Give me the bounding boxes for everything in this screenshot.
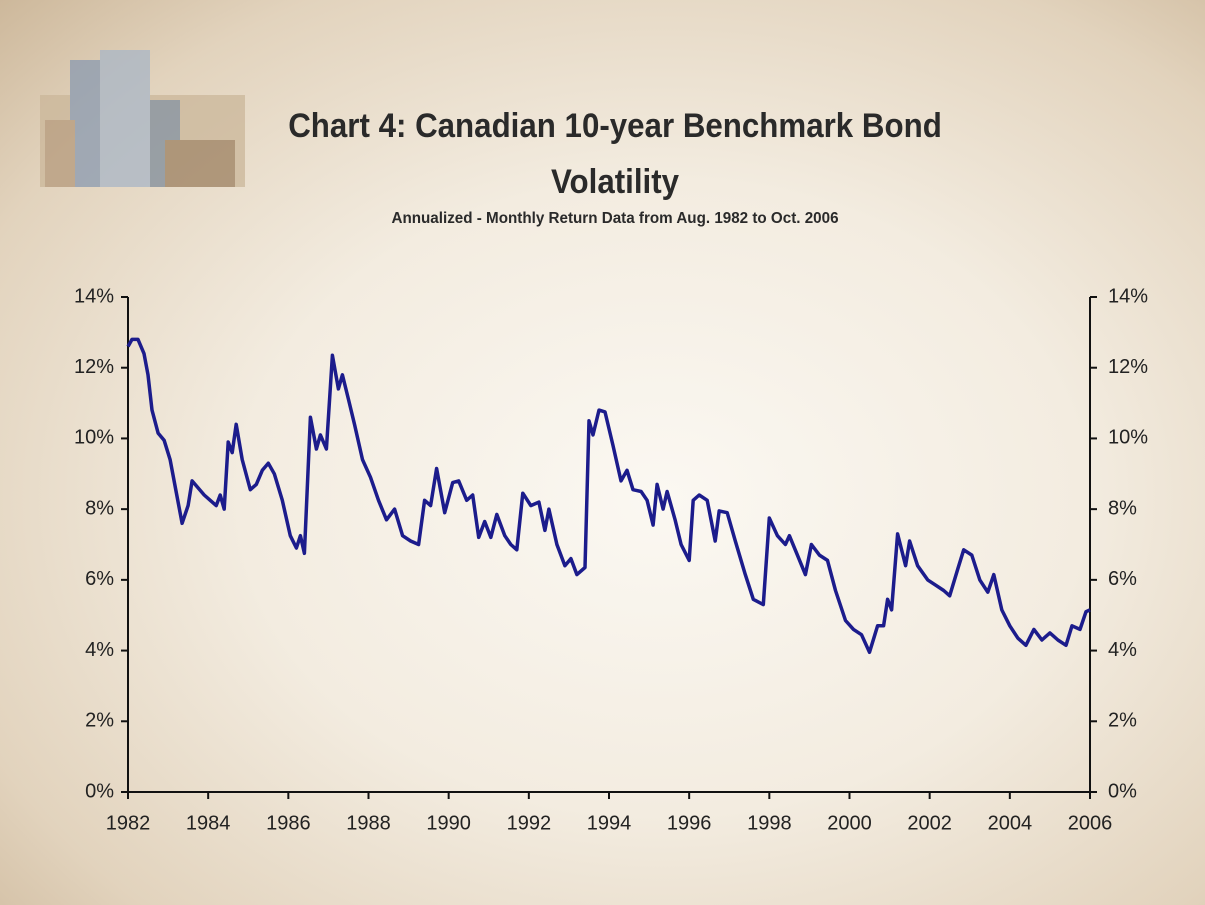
x-tick-label: 1994	[587, 812, 632, 834]
x-tick-label: 1998	[747, 812, 792, 834]
y-tick-label: 4%	[85, 639, 114, 661]
x-tick-label: 1986	[266, 812, 311, 834]
y-tick-label: 2%	[85, 710, 114, 732]
y-tick-label: 8%	[85, 497, 114, 519]
y2-tick-label: 8%	[1108, 497, 1137, 519]
x-tick-label: 1996	[667, 812, 712, 834]
x-tick-label: 2000	[827, 812, 872, 834]
y-tick-label: 6%	[85, 568, 114, 590]
y-tick-label: 12%	[74, 356, 114, 378]
y-tick-label: 14%	[74, 285, 114, 307]
slide: 0% 2% 4% 6% 8% 10% 12% 14% 0% 2% 4% 6% 8% 10% 12% 14% 19…	[0, 0, 1205, 905]
y2-tick-label: 10%	[1108, 427, 1148, 449]
y2-tick-label: 12%	[1108, 356, 1148, 378]
x-tick-label: 1982	[106, 812, 151, 834]
x-tick-label: 1988	[346, 812, 391, 834]
y2-tick-label: 2%	[1108, 710, 1137, 732]
x-tick-label: 2006	[1068, 812, 1113, 834]
chart-title: Chart 4: Canadian 10-year Benchmark Bond…	[247, 98, 983, 210]
x-tick-label: 1984	[186, 812, 231, 834]
y-tick-label: 10%	[74, 427, 114, 449]
x-tick-label: 2004	[988, 812, 1033, 834]
y2-tick-label: 6%	[1108, 568, 1137, 590]
x-tick-label: 2002	[907, 812, 952, 834]
x-tick-label: 1992	[507, 812, 552, 834]
chart-subtitle: Annualized - Monthly Return Data from Au…	[235, 210, 995, 228]
y2-tick-label: 4%	[1108, 639, 1137, 661]
y2-tick-label: 14%	[1108, 285, 1148, 307]
y2-tick-label: 0%	[1108, 780, 1137, 802]
data-line	[128, 339, 1090, 652]
building-image	[40, 50, 245, 187]
y-tick-label: 0%	[85, 780, 114, 802]
x-tick-label: 1990	[426, 812, 471, 834]
